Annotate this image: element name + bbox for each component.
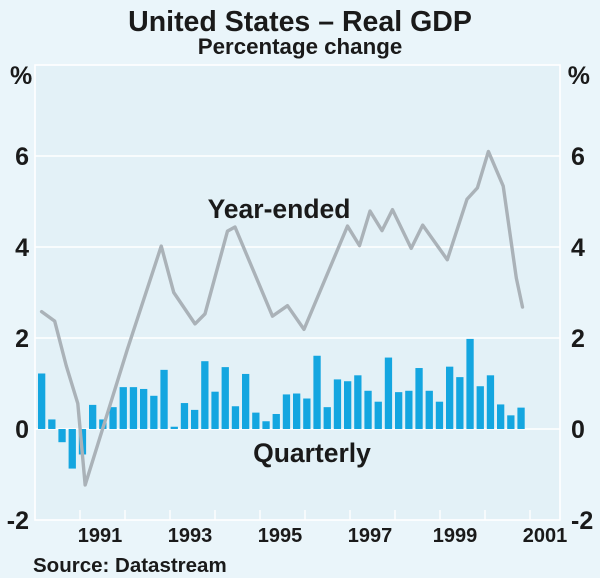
svg-text:1999: 1999 bbox=[433, 525, 478, 547]
svg-text:1995: 1995 bbox=[258, 525, 303, 547]
svg-text:-2: -2 bbox=[571, 507, 593, 535]
svg-text:2: 2 bbox=[571, 325, 585, 353]
svg-text:1991: 1991 bbox=[78, 525, 123, 547]
svg-text:Quarterly: Quarterly bbox=[253, 438, 371, 468]
svg-text:6: 6 bbox=[571, 143, 585, 171]
svg-text:1993: 1993 bbox=[168, 525, 213, 547]
svg-text:6: 6 bbox=[15, 143, 29, 171]
svg-text:-2: -2 bbox=[7, 507, 29, 535]
svg-text:0: 0 bbox=[571, 416, 585, 444]
svg-text:Source: Datastream: Source: Datastream bbox=[33, 554, 227, 577]
svg-text:2: 2 bbox=[15, 325, 29, 353]
svg-text:%: % bbox=[568, 62, 590, 90]
svg-text:4: 4 bbox=[571, 234, 585, 262]
svg-text:2001: 2001 bbox=[523, 525, 568, 547]
svg-text:%: % bbox=[10, 62, 32, 90]
svg-text:Year-ended: Year-ended bbox=[208, 194, 351, 224]
svg-text:4: 4 bbox=[15, 234, 29, 262]
svg-text:0: 0 bbox=[15, 416, 29, 444]
svg-text:1997: 1997 bbox=[348, 525, 393, 547]
